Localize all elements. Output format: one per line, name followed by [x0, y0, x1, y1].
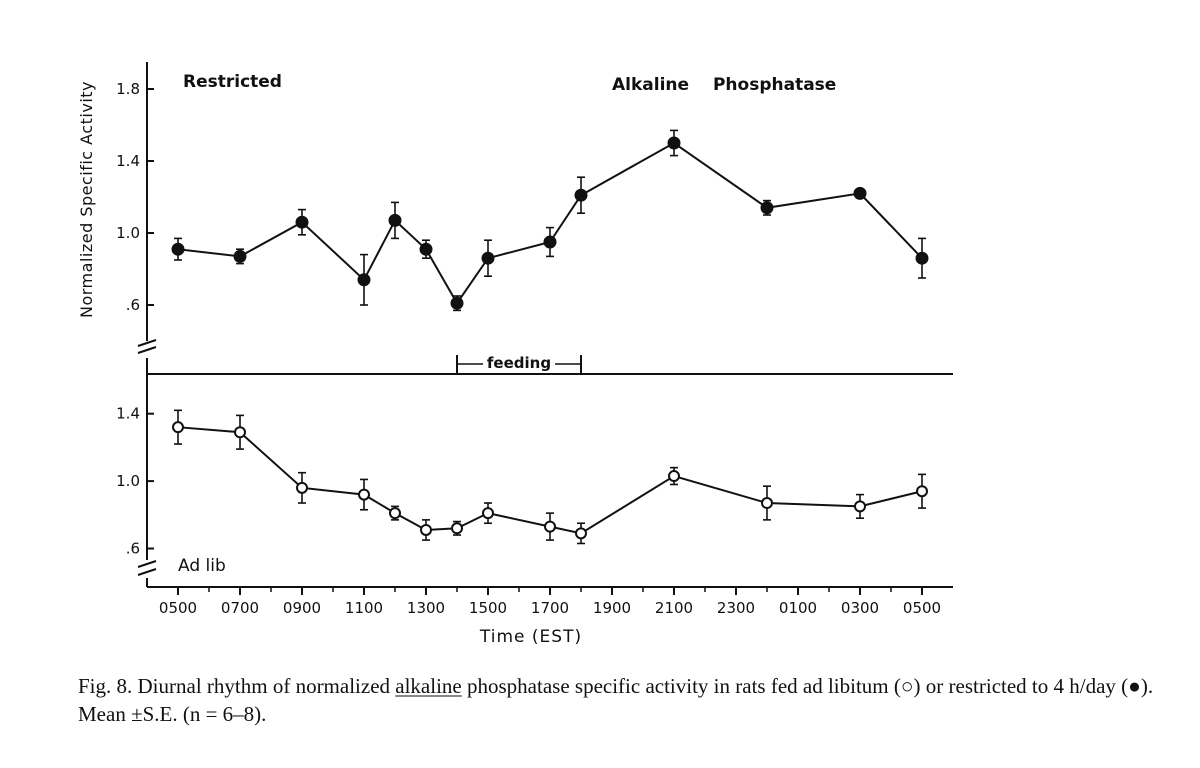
figure-caption: Fig. 8. Diurnal rhythm of normalized alk…: [78, 672, 1168, 728]
x-tick-label-11: 0300: [841, 599, 879, 617]
x-tick-label-1: 0700: [221, 599, 259, 617]
x-axis-label: Time (EST): [479, 627, 582, 647]
data-point-bottom-2: [296, 481, 308, 494]
caption-underlined-word: alkaline: [395, 674, 462, 698]
data-point-top-8: [543, 235, 557, 249]
series-line-bottom: [177, 426, 923, 535]
data-point-bottom-5: [420, 523, 432, 536]
caption-text-end: phosphatase specific activity in rats fe…: [78, 674, 1154, 726]
data-point-top-3: [357, 273, 371, 287]
x-tick-label-10: 0100: [779, 599, 817, 617]
data-point-top-0: [171, 242, 185, 256]
data-point-bottom-3: [358, 488, 370, 501]
data-point-top-9: [574, 188, 588, 202]
data-point-top-12: [853, 186, 867, 200]
feeding-label: feeding: [487, 354, 551, 372]
y-tick-label-top-1: 1.0: [116, 224, 140, 242]
figure-8-chart: Normalized Specific Activity Restricted …: [77, 62, 953, 647]
data-point-top-7: [481, 251, 495, 265]
y-tick-label-top-2: 1.4: [116, 152, 140, 170]
data-point-bottom-7: [482, 507, 494, 520]
ad-lib-label: Ad lib: [178, 556, 226, 576]
data-point-top-5: [419, 242, 433, 256]
data-point-bottom-9: [575, 527, 587, 540]
y-tick-label-top-3: 1.8: [116, 80, 140, 98]
data-point-bottom-11: [761, 497, 773, 510]
axis-break-lower: [137, 560, 157, 576]
y-tick-label-bottom-1: 1.0: [116, 472, 140, 490]
data-point-bottom-10: [668, 470, 680, 483]
x-tick-label-8: 2100: [655, 599, 693, 617]
caption-text-start: Fig. 8. Diurnal rhythm of normalized: [78, 674, 396, 698]
x-tick-label-6: 1700: [531, 599, 569, 617]
data-point-top-4: [388, 213, 402, 227]
x-tick-label-0: 0500: [159, 599, 197, 617]
y-axis-label-normalized: Normalized Specific Activity: [77, 81, 96, 318]
data-point-bottom-8: [544, 520, 556, 533]
feeding-bracket: feeding: [456, 354, 582, 374]
data-point-bottom-13: [916, 485, 928, 498]
y-tick-label-top-0: .6: [126, 296, 140, 314]
x-tick-label-2: 0900: [283, 599, 321, 617]
data-point-top-10: [667, 136, 681, 150]
y-tick-label-bottom-0: .6: [126, 540, 140, 558]
x-tick-label-5: 1500: [469, 599, 507, 617]
series-line-top: [177, 141, 923, 306]
data-point-bottom-1: [234, 426, 246, 439]
x-tick-label-9: 2300: [717, 599, 755, 617]
x-tick-label-7: 1900: [593, 599, 631, 617]
data-point-bottom-12: [854, 500, 866, 513]
data-point-top-2: [295, 215, 309, 229]
data-point-bottom-6: [451, 522, 463, 535]
axis-break-upper: [137, 339, 157, 354]
x-tick-label-4: 1300: [407, 599, 445, 617]
data-point-bottom-0: [172, 421, 184, 434]
x-tick-label-3: 1100: [345, 599, 383, 617]
data-point-top-11: [760, 201, 774, 215]
restricted-label: Restricted: [183, 72, 282, 92]
data-point-bottom-4: [389, 507, 401, 520]
y-axis-label: Normalized Specific Activity: [77, 81, 96, 318]
data-point-top-13: [915, 251, 929, 265]
data-point-top-1: [233, 249, 247, 263]
x-tick-label-12: 0500: [903, 599, 941, 617]
data-point-top-6: [450, 296, 464, 310]
chart-title: Alkaline Phosphatase: [612, 75, 836, 95]
y-tick-label-bottom-2: 1.4: [116, 405, 140, 423]
